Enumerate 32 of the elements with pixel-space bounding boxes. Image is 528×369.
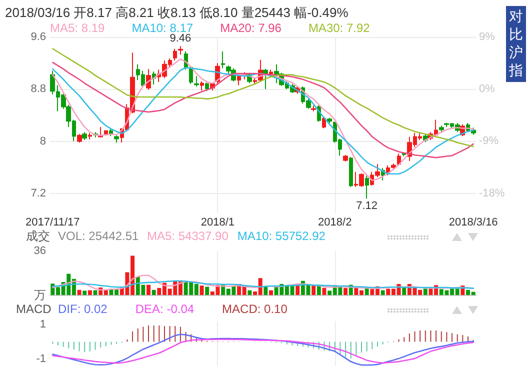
x-tick-label: 2017/11/17 — [26, 216, 80, 228]
annotation: 7.12 — [356, 200, 378, 212]
text: 36 — [34, 245, 46, 257]
annotation: 9.46 — [170, 32, 192, 45]
y2-tick-label: 0% — [479, 83, 496, 96]
y2-tick-label: 9% — [479, 31, 496, 43]
y-tick-label: 7.2 — [30, 187, 46, 200]
y-tick-label: 8.8 — [30, 83, 46, 96]
text: MACD: 0.10 — [222, 302, 288, 316]
x-tick-label: 2018/2 — [318, 216, 352, 228]
y2-tick-label: -18% — [479, 187, 505, 200]
y-tick-label: 1 — [40, 318, 46, 330]
text: DIF: 0.02 — [58, 302, 108, 316]
x-tick-label: 2018/1 — [200, 216, 235, 228]
text: MA10: 8.17 — [132, 21, 194, 35]
chart-title: MACD — [16, 302, 52, 316]
series-label: DEA: -0.04 — [135, 302, 194, 316]
text: MA5: 8.19 — [50, 21, 106, 35]
y-axis-title: 万 — [34, 288, 46, 302]
text: MA5: 54337.90 — [147, 229, 229, 243]
y-tick-label: 9.6 — [30, 31, 46, 43]
y-tick-label: 8 — [40, 135, 46, 148]
text: MA30: 7.92 — [308, 21, 370, 35]
x-tick-label: 2018/3/16 — [448, 216, 498, 228]
text: MA10: 55752.92 — [237, 229, 326, 243]
chart-title: 2018/03/16 开8.17 高8.21 收8.13 低8.10 量25443 幅-0.49% — [5, 5, 349, 20]
text: 对比沪指 — [506, 6, 526, 82]
y2-tick-label: -9% — [479, 135, 499, 148]
chart-title: 成交 — [26, 229, 50, 243]
text: VOL: 25442.51 — [58, 229, 140, 243]
text: MA20: 7.96 — [220, 21, 282, 35]
y-tick-label: -1 — [36, 353, 46, 366]
